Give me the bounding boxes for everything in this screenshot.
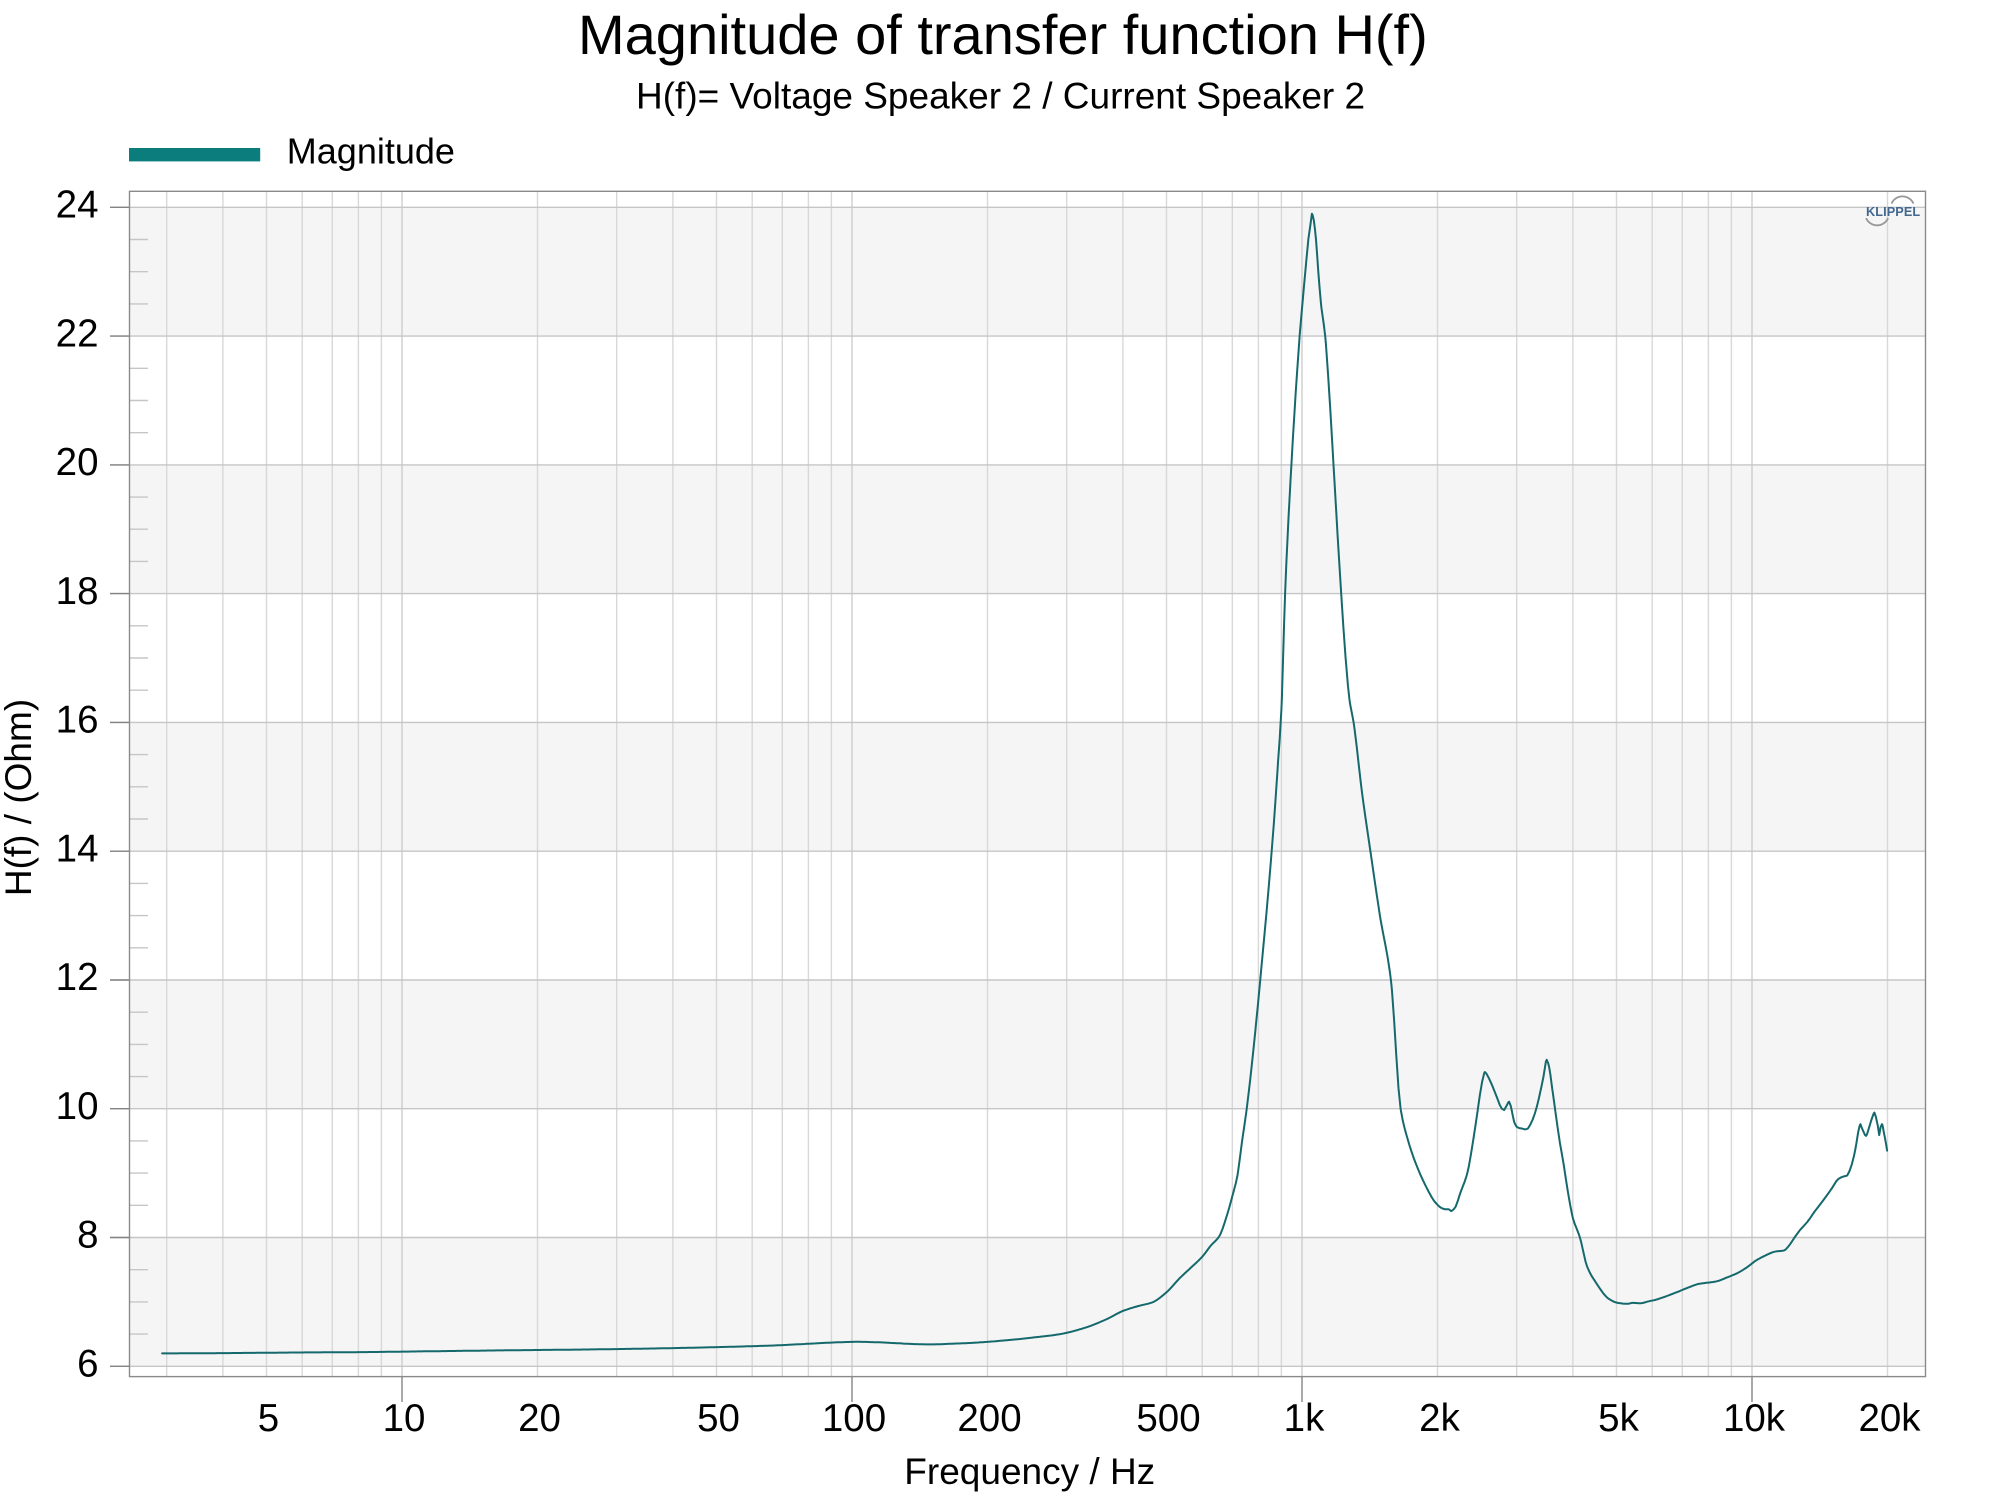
svg-text:20k: 20k	[1858, 1397, 1921, 1440]
svg-text:24: 24	[56, 184, 99, 227]
svg-text:10k: 10k	[1723, 1397, 1786, 1440]
svg-text:H(f)= Voltage Speaker 2 / Curr: H(f)= Voltage Speaker 2 / Current Speake…	[636, 76, 1365, 117]
svg-text:Frequency / Hz: Frequency / Hz	[904, 1451, 1155, 1492]
svg-text:8: 8	[77, 1214, 98, 1257]
svg-text:50: 50	[697, 1397, 740, 1440]
svg-text:5: 5	[258, 1397, 279, 1440]
svg-text:KLIPPEL: KLIPPEL	[1866, 205, 1920, 219]
svg-text:16: 16	[56, 699, 99, 742]
svg-text:10: 10	[383, 1397, 426, 1440]
svg-text:20: 20	[56, 441, 99, 484]
svg-text:6: 6	[77, 1343, 98, 1386]
svg-text:12: 12	[56, 956, 99, 999]
svg-text:20: 20	[518, 1397, 561, 1440]
svg-text:Magnitude: Magnitude	[287, 130, 455, 171]
svg-text:5k: 5k	[1598, 1397, 1639, 1440]
svg-text:100: 100	[822, 1397, 886, 1440]
svg-text:18: 18	[56, 570, 99, 613]
svg-text:2k: 2k	[1419, 1397, 1460, 1440]
svg-text:1k: 1k	[1284, 1397, 1325, 1440]
svg-text:10: 10	[56, 1085, 99, 1128]
svg-text:Magnitude of transfer function: Magnitude of transfer function H(f)	[578, 3, 1428, 66]
svg-text:22: 22	[56, 312, 99, 355]
svg-text:14: 14	[56, 827, 99, 870]
svg-text:H(f) / (Ohm): H(f) / (Ohm)	[0, 699, 39, 896]
svg-text:500: 500	[1136, 1397, 1200, 1440]
svg-text:200: 200	[957, 1397, 1021, 1440]
